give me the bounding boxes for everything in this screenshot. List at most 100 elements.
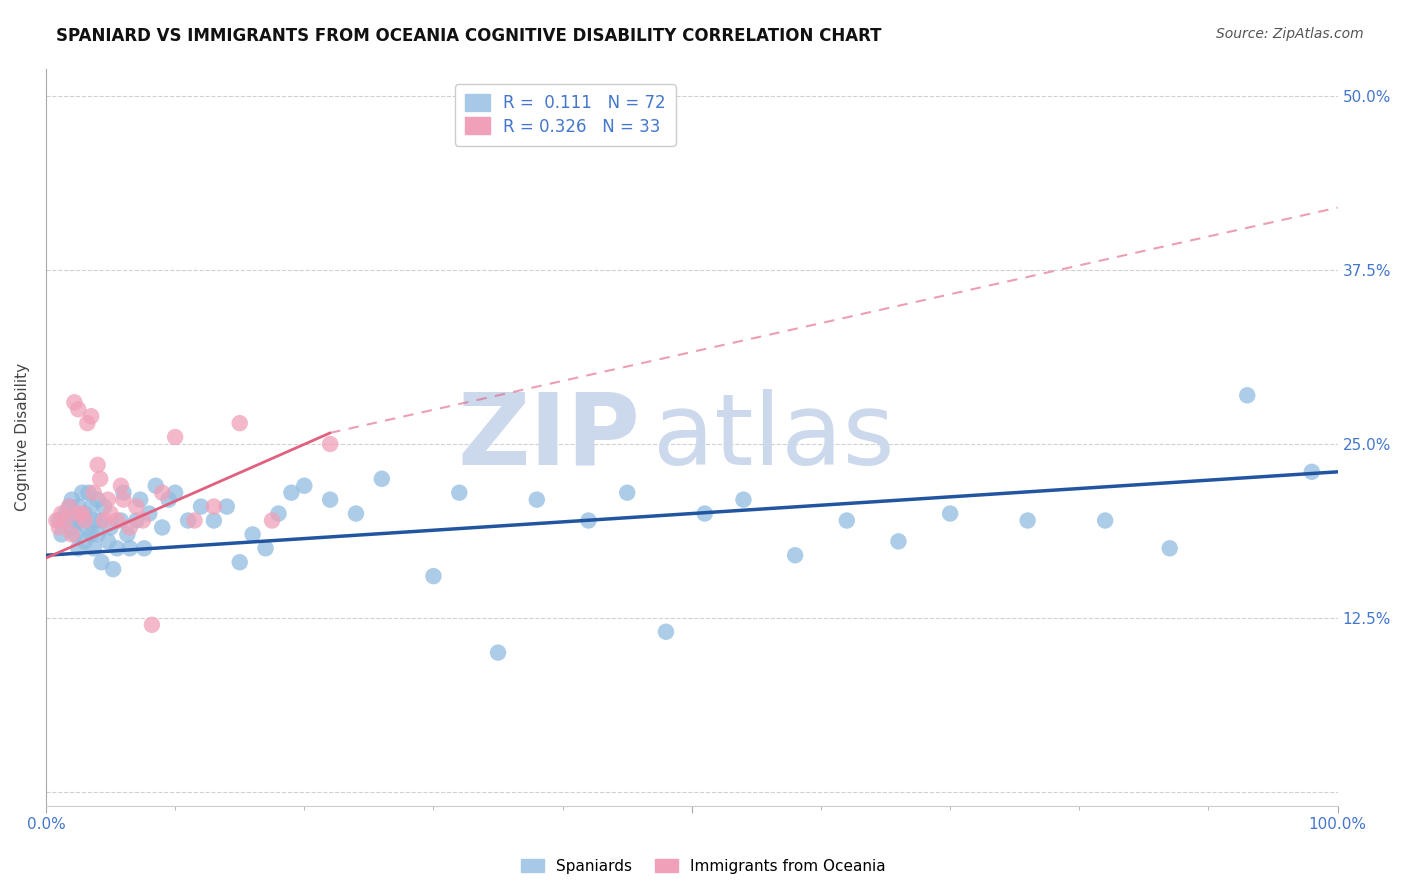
Point bbox=[80, 409, 103, 424]
Point bbox=[90, 555, 112, 569]
Point bbox=[228, 555, 250, 569]
Point bbox=[63, 395, 86, 409]
Legend: Spaniards, Immigrants from Oceania: Spaniards, Immigrants from Oceania bbox=[515, 853, 891, 880]
Point bbox=[67, 541, 90, 556]
Point bbox=[319, 437, 342, 451]
Point bbox=[73, 534, 96, 549]
Point bbox=[89, 514, 111, 528]
Point bbox=[117, 527, 139, 541]
Point bbox=[70, 507, 93, 521]
Point bbox=[67, 500, 90, 514]
Point bbox=[344, 507, 367, 521]
Point bbox=[292, 479, 315, 493]
Point bbox=[60, 520, 83, 534]
Point bbox=[86, 458, 108, 472]
Point bbox=[150, 485, 173, 500]
Point bbox=[125, 500, 148, 514]
Point bbox=[486, 646, 509, 660]
Point bbox=[48, 520, 70, 534]
Point bbox=[112, 485, 135, 500]
Point bbox=[655, 624, 678, 639]
Point bbox=[77, 485, 100, 500]
Point bbox=[202, 500, 225, 514]
Point bbox=[733, 492, 755, 507]
Point bbox=[97, 534, 120, 549]
Point bbox=[93, 514, 115, 528]
Point bbox=[53, 514, 76, 528]
Point bbox=[138, 507, 160, 521]
Text: atlas: atlas bbox=[652, 389, 894, 485]
Point bbox=[190, 500, 212, 514]
Point bbox=[63, 514, 86, 528]
Point bbox=[242, 527, 264, 541]
Point bbox=[1094, 514, 1116, 528]
Point bbox=[84, 514, 107, 528]
Point bbox=[76, 520, 98, 534]
Text: Source: ZipAtlas.com: Source: ZipAtlas.com bbox=[1216, 27, 1364, 41]
Point bbox=[67, 402, 90, 417]
Point bbox=[100, 507, 122, 521]
Point bbox=[118, 520, 141, 534]
Point bbox=[1159, 541, 1181, 556]
Point bbox=[1301, 465, 1323, 479]
Point bbox=[125, 514, 148, 528]
Y-axis label: Cognitive Disability: Cognitive Disability bbox=[15, 363, 30, 511]
Point bbox=[86, 492, 108, 507]
Point bbox=[1017, 514, 1039, 528]
Point bbox=[60, 527, 83, 541]
Point bbox=[65, 527, 87, 541]
Point bbox=[80, 500, 103, 514]
Point bbox=[58, 500, 80, 514]
Point bbox=[165, 430, 187, 444]
Point bbox=[105, 541, 128, 556]
Point bbox=[76, 416, 98, 430]
Point bbox=[202, 514, 225, 528]
Text: ZIP: ZIP bbox=[457, 389, 640, 485]
Point bbox=[51, 507, 73, 521]
Point bbox=[51, 527, 73, 541]
Point bbox=[48, 514, 70, 528]
Point bbox=[887, 534, 910, 549]
Point bbox=[83, 485, 105, 500]
Point bbox=[134, 541, 156, 556]
Point bbox=[86, 527, 108, 541]
Point bbox=[60, 492, 83, 507]
Point bbox=[73, 507, 96, 521]
Point bbox=[616, 485, 638, 500]
Point bbox=[693, 507, 716, 521]
Point bbox=[260, 514, 283, 528]
Point bbox=[215, 500, 238, 514]
Point bbox=[110, 479, 132, 493]
Point bbox=[83, 541, 105, 556]
Point bbox=[280, 485, 302, 500]
Point bbox=[93, 500, 115, 514]
Point bbox=[58, 500, 80, 514]
Point bbox=[67, 507, 90, 521]
Point bbox=[145, 479, 167, 493]
Point bbox=[105, 514, 128, 528]
Point bbox=[157, 492, 180, 507]
Point bbox=[165, 485, 187, 500]
Point bbox=[150, 520, 173, 534]
Point bbox=[254, 541, 277, 556]
Point bbox=[118, 541, 141, 556]
Point bbox=[835, 514, 858, 528]
Point bbox=[110, 514, 132, 528]
Point bbox=[371, 472, 394, 486]
Point bbox=[177, 514, 200, 528]
Point bbox=[73, 514, 96, 528]
Point bbox=[228, 416, 250, 430]
Point bbox=[422, 569, 444, 583]
Point bbox=[45, 514, 67, 528]
Point bbox=[80, 527, 103, 541]
Point bbox=[101, 562, 124, 576]
Point bbox=[129, 492, 152, 507]
Point bbox=[578, 514, 600, 528]
Point bbox=[112, 492, 135, 507]
Point bbox=[97, 492, 120, 507]
Point bbox=[132, 514, 155, 528]
Text: SPANIARD VS IMMIGRANTS FROM OCEANIA COGNITIVE DISABILITY CORRELATION CHART: SPANIARD VS IMMIGRANTS FROM OCEANIA COGN… bbox=[56, 27, 882, 45]
Point bbox=[319, 492, 342, 507]
Point bbox=[267, 507, 290, 521]
Point bbox=[70, 514, 93, 528]
